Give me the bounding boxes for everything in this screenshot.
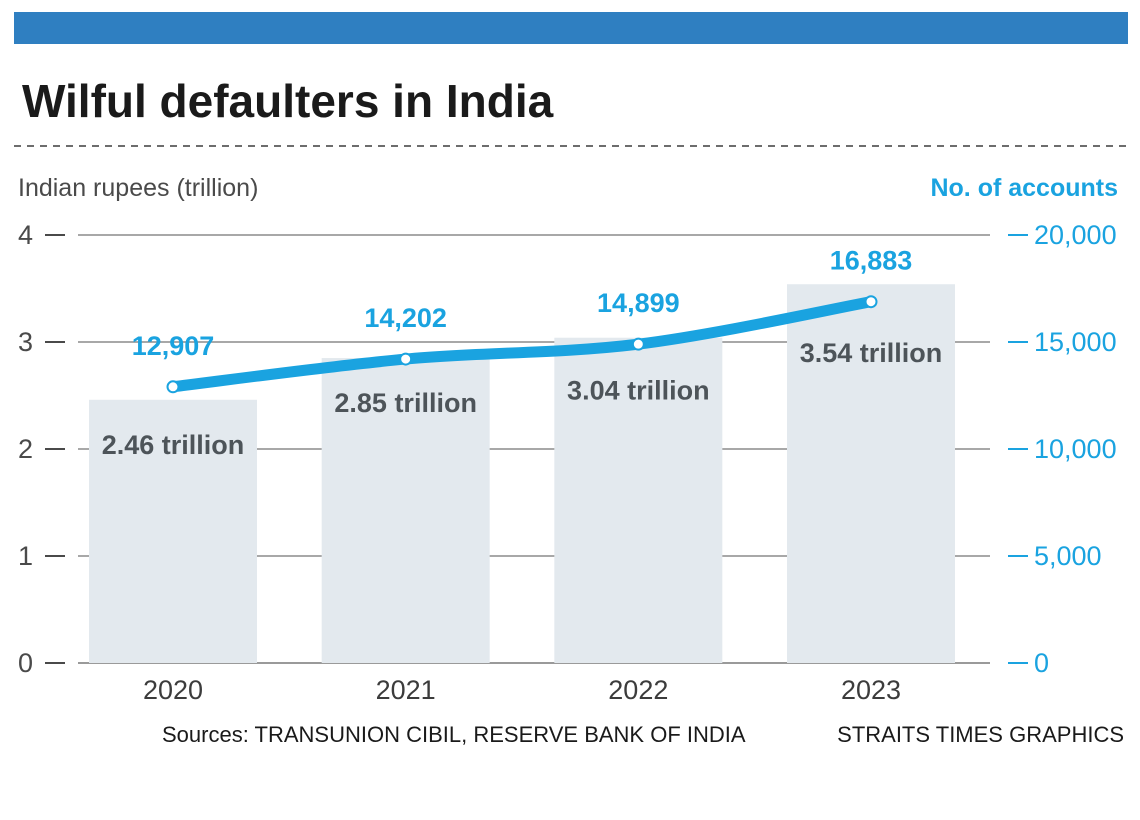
accounts-point-2020 (166, 380, 180, 394)
bar-2023 (787, 284, 955, 663)
accounts-point-2021 (399, 352, 413, 366)
left-tick-label: 0 (18, 648, 33, 678)
left-tick-label: 4 (18, 220, 33, 250)
left-tick-label: 3 (18, 327, 33, 357)
bars (89, 284, 955, 663)
accounts-line-path (167, 296, 877, 393)
bar-value-label: 3.04 trillion (567, 376, 710, 406)
right-tick-label: 10,000 (1034, 434, 1117, 464)
accounts-value-label: 12,907 (132, 331, 215, 361)
chart-title: Wilful defaulters in India (22, 75, 554, 127)
x-tick-label: 2022 (608, 675, 668, 705)
sources-text: Sources: TRANSUNION CIBIL, RESERVE BANK … (162, 722, 746, 747)
right-tick-label: 5,000 (1034, 541, 1102, 571)
x-tick-label: 2020 (143, 675, 203, 705)
accounts-value-label: 14,899 (597, 288, 680, 318)
top-accent-bar (14, 12, 1128, 44)
left-tick-label: 2 (18, 434, 33, 464)
accounts-point-2022 (631, 337, 645, 351)
axis-ticks: 0 1 2 3 4 0 5,000 10,000 15,000 20,000 (18, 220, 1117, 678)
accounts-value-label: 16,883 (830, 246, 913, 276)
accounts-line (166, 295, 878, 394)
bar-2022 (554, 337, 723, 663)
data-labels: 2020 2021 2022 2023 2.46 trillion 2.85 trilli… (102, 246, 943, 705)
x-tick-label: 2021 (376, 675, 436, 705)
bar-2021 (321, 358, 490, 663)
accounts-value-label: 14,202 (364, 303, 447, 333)
right-tick-label: 20,000 (1034, 220, 1117, 250)
left-tick-label: 1 (18, 541, 33, 571)
bar-value-label: 3.54 trillion (800, 338, 943, 368)
bar-2020 (89, 399, 257, 663)
left-axis-title: Indian rupees (trillion) (18, 174, 258, 202)
accounts-point-2023 (864, 295, 878, 309)
credit-text: STRAITS TIMES GRAPHICS (837, 722, 1124, 747)
right-axis-title: No. of accounts (930, 174, 1118, 202)
bar-value-label: 2.85 trillion (334, 388, 477, 418)
right-tick-label: 15,000 (1034, 327, 1117, 357)
right-tick-label: 0 (1034, 648, 1049, 678)
x-tick-label: 2023 (841, 675, 901, 705)
bar-value-label: 2.46 trillion (102, 430, 245, 460)
